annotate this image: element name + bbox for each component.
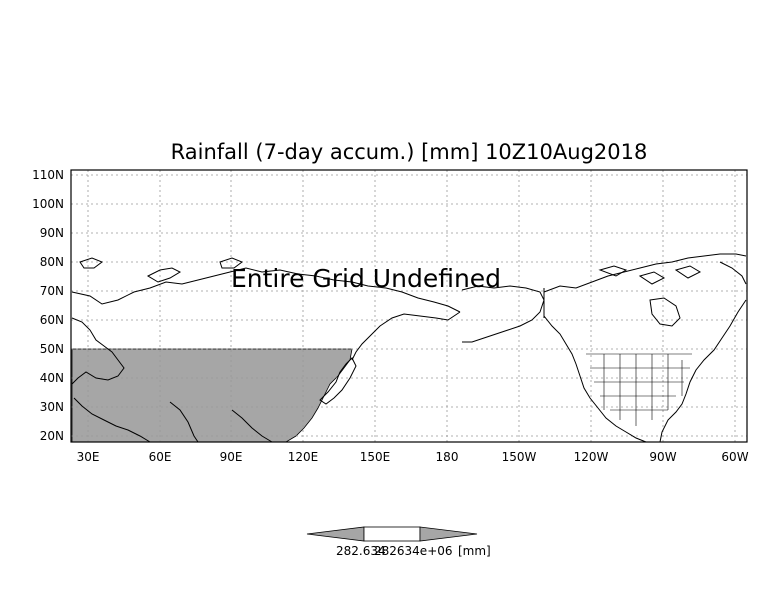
greenland-edge — [719, 261, 747, 285]
lat-label: 20N — [40, 429, 64, 443]
lat-label: 90N — [40, 226, 64, 240]
colorbar-high-label: 282634e+06 — [374, 544, 453, 558]
coastlines — [71, 253, 747, 443]
colorbar-left-triangle — [306, 526, 365, 542]
colorbar-unit-label: [mm] — [458, 544, 491, 558]
india-coast — [169, 401, 199, 443]
eurasia-north-coast — [71, 267, 461, 313]
lon-label: 150E — [360, 450, 391, 464]
colorbar-low-label: 282.634 — [336, 544, 386, 558]
lon-label: 90E — [220, 450, 243, 464]
se-asia-coast — [231, 409, 273, 443]
arabia-coast — [73, 397, 151, 443]
novaya-zemlya — [146, 267, 182, 283]
lat-label: 110N — [32, 168, 64, 182]
lat-label: 50N — [40, 342, 64, 356]
us-state-borders — [586, 353, 692, 426]
severnaya-zemlya — [219, 257, 244, 269]
japan-coast — [319, 357, 357, 405]
lat-label: 30N — [40, 400, 64, 414]
longitude-labels: 30E 60E 90E 120E 150E 180 150W 120W 90W … — [77, 450, 749, 464]
na-east-coast — [659, 299, 747, 443]
lon-label: 150W — [502, 450, 537, 464]
lat-label: 100N — [32, 197, 64, 211]
map-title: Rainfall (7-day accum.) [mm] 10Z10Aug201… — [171, 140, 648, 164]
svalbard — [79, 257, 104, 269]
ne-asia-coast — [351, 311, 461, 361]
lat-label: 60N — [40, 313, 64, 327]
arctic-archipelago — [598, 265, 702, 285]
lon-label: 120W — [574, 450, 609, 464]
lon-label: 30E — [77, 450, 100, 464]
lat-label: 80N — [40, 255, 64, 269]
europe-coast — [71, 317, 125, 385]
colorbar-center-box — [363, 526, 421, 542]
canada-north-coast — [543, 253, 747, 293]
lon-label: 60W — [721, 450, 748, 464]
undefined-grid-message: Entire Grid Undefined — [231, 264, 501, 293]
alaska-coast — [461, 285, 545, 343]
lon-label: 180 — [436, 450, 459, 464]
colorbar-right-triangle — [419, 526, 478, 542]
lat-label: 70N — [40, 284, 64, 298]
colorbar: 282.634 282634e+06 [mm] — [306, 526, 491, 558]
lon-label: 60E — [149, 450, 172, 464]
lat-label: 40N — [40, 371, 64, 385]
na-west-coast — [543, 315, 647, 443]
lon-label: 90W — [649, 450, 676, 464]
map-frame — [70, 169, 748, 443]
hudson-bay — [649, 297, 681, 327]
lon-label: 120E — [288, 450, 319, 464]
latitude-labels: 110N 100N 90N 80N 70N 60N 50N 40N 30N 20… — [32, 168, 64, 443]
